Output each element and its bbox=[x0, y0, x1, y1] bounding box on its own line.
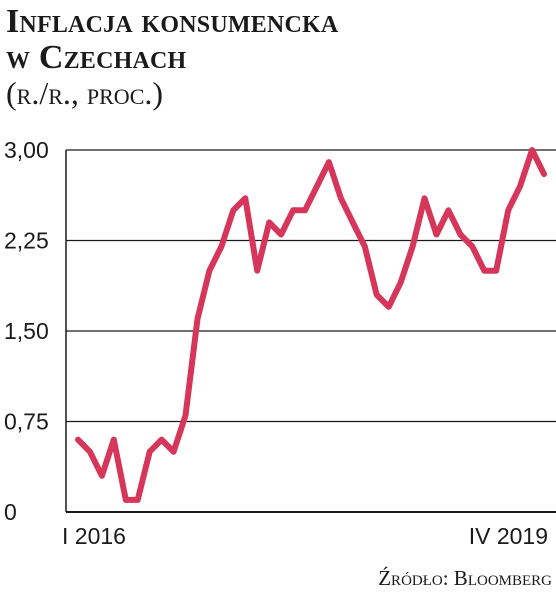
chart-title-line-1: Inflacja konsumencka bbox=[6, 3, 339, 40]
y-tick-label: 0 bbox=[4, 499, 17, 525]
x-tick-label: I 2016 bbox=[62, 523, 126, 549]
chart-title: Inflacja konsumencka w Czechach bbox=[6, 4, 338, 76]
chart-title-line-2: w Czechach bbox=[6, 39, 187, 76]
chart-subtitle: (r./r., proc.) bbox=[6, 75, 164, 111]
y-tick-label: 1,50 bbox=[4, 318, 49, 344]
x-tick-labels: I 2016 IV 2019 bbox=[62, 523, 548, 549]
y-tick-label: 2,25 bbox=[4, 228, 49, 254]
series-layer bbox=[75, 147, 547, 503]
gridlines bbox=[66, 149, 556, 513]
y-tick-labels: 0 0,75 1,50 2,25 3,00 bbox=[4, 137, 49, 525]
y-tick-label: 3,00 bbox=[4, 137, 49, 163]
y-tick-label: 0,75 bbox=[4, 409, 49, 435]
source-note: Źródło: Bloomberg bbox=[378, 566, 552, 590]
series-line bbox=[75, 147, 547, 503]
x-tick-label: IV 2019 bbox=[469, 523, 548, 549]
